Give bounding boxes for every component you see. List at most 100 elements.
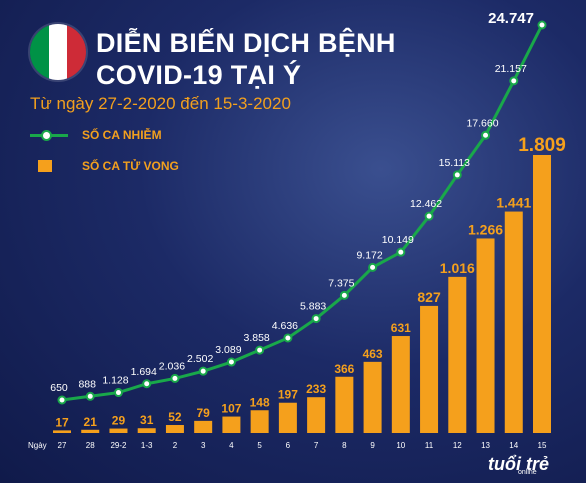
x-tick-label: 13 (481, 441, 490, 450)
legend-bar-swatch (38, 160, 52, 172)
chart-subtitle: Từ ngày 27-2-2020 đến 15-3-2020 (30, 94, 291, 113)
chart-title-line1: DIỄN BIẾN DỊCH BỆNH (96, 28, 396, 58)
cases-point (57, 395, 67, 405)
cases-point (339, 290, 349, 300)
x-tick-label: 8 (342, 441, 347, 450)
x-tick-label: 28 (86, 441, 95, 450)
cases-point (170, 373, 180, 383)
x-tick-label: 9 (370, 441, 375, 450)
death-bar-label: 631 (391, 321, 411, 335)
death-bar (194, 420, 213, 433)
x-tick-label: 12 (453, 441, 462, 450)
cases-point-label: 1.128 (102, 375, 128, 387)
death-bar-label: 29 (112, 414, 126, 428)
death-bar (165, 425, 184, 433)
logo-text: tuổi trẻ (488, 454, 549, 474)
death-bar-label: 233 (306, 382, 326, 396)
death-bar (53, 430, 71, 433)
x-tick-label: 29-2 (110, 441, 127, 450)
cases-point (226, 357, 236, 367)
death-bar (533, 155, 551, 433)
cases-line (61, 24, 544, 402)
death-bar-label: 31 (140, 413, 154, 427)
cases-point-label: 1.694 (131, 366, 157, 378)
cases-point-label: 9.172 (356, 249, 382, 261)
cases-point-label: 2.036 (159, 360, 185, 372)
cases-point (142, 379, 152, 389)
death-bar-label: 107 (221, 402, 241, 416)
cases-point-label: 3.858 (244, 332, 270, 344)
logo-sub: online (518, 469, 537, 476)
death-bar (250, 410, 269, 433)
death-bar-label: 1.441 (496, 195, 531, 211)
x-tick-label: 27 (58, 441, 67, 450)
x-tick-label: 10 (396, 441, 405, 450)
death-bar-label: 366 (334, 362, 354, 376)
flag-green-stripe (30, 24, 49, 80)
death-bar (448, 276, 467, 433)
cases-point (509, 76, 519, 86)
death-bar (420, 305, 439, 433)
cases-point-label: 12.462 (410, 198, 442, 210)
cases-point-label: 2.502 (187, 353, 213, 365)
cases-point-label: 650 (50, 382, 68, 394)
x-tick-label: 3 (201, 441, 206, 450)
death-bar (81, 429, 100, 433)
cases-point (537, 20, 547, 30)
death-bar (391, 336, 410, 433)
cases-point-label: 10.149 (382, 234, 414, 246)
cases-point (452, 170, 462, 180)
legend-cases-label: SỐ CA NHIỄM (82, 128, 162, 142)
x-tick-label: 11 (425, 441, 434, 450)
cases-point (255, 345, 265, 355)
flag-white-stripe (48, 24, 68, 80)
x-tick-label: 4 (229, 441, 234, 450)
cases-point (481, 130, 491, 140)
italy-flag-icon (30, 24, 86, 80)
cases-point-label: 5.883 (300, 301, 326, 313)
legend-dot-swatch (41, 130, 52, 141)
death-bar (335, 376, 354, 433)
death-bar (476, 238, 495, 433)
cases-point-label: 21.157 (495, 63, 527, 75)
death-bar-label: 1.809 (518, 135, 566, 156)
cases-point-label: 4.636 (272, 320, 298, 332)
cases-point-label: 24.747 (488, 10, 534, 27)
tuoitre-logo: tuổi trẻ online (488, 454, 549, 476)
x-tick-label: 2 (173, 441, 178, 450)
death-bar-label: 463 (363, 347, 383, 361)
x-tick-label: 14 (509, 441, 518, 450)
x-tick-label: 7 (314, 441, 319, 450)
death-bar (222, 416, 241, 433)
death-bar-label: 21 (84, 415, 98, 429)
death-bar-label: 148 (250, 395, 270, 409)
cases-point (368, 262, 378, 272)
x-tick-label: 6 (286, 441, 291, 450)
cases-point-label: 888 (78, 378, 96, 390)
death-bar-label: 197 (278, 388, 298, 402)
death-bar-label: 827 (417, 289, 441, 305)
death-bar-label: 17 (55, 415, 69, 429)
cases-point (424, 211, 434, 221)
death-bar (278, 402, 297, 433)
cases-point-label: 7.375 (328, 277, 354, 289)
cases-point (311, 314, 321, 324)
death-bar-label: 79 (196, 406, 210, 420)
cases-point (283, 333, 293, 343)
x-tick-label: 5 (257, 441, 262, 450)
death-bar (504, 211, 523, 433)
cases-point (396, 247, 406, 257)
cases-point (113, 388, 123, 398)
cases-point (198, 366, 208, 376)
cases-point (85, 391, 95, 401)
chart-title-line2: COVID-19 TẠI Ý (96, 60, 302, 90)
death-bar (137, 428, 156, 433)
x-tick-label: 1-3 (141, 441, 153, 450)
death-bar (307, 397, 326, 433)
cases-point-label: 17.660 (466, 117, 498, 129)
death-bar-label: 1.266 (468, 221, 503, 237)
death-bar-label: 1.016 (440, 260, 475, 276)
death-bar (109, 428, 128, 433)
